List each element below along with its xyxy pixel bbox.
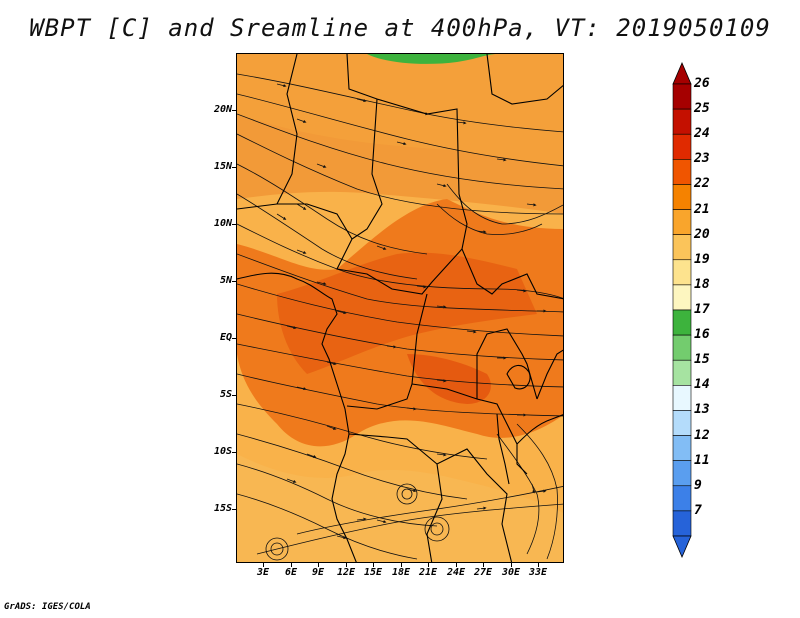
colorbar-label: 21 (694, 201, 710, 217)
colorbar-label: 15 (694, 352, 710, 368)
colorbar-segment (672, 410, 692, 436)
colorbar-label: 12 (694, 427, 710, 443)
colorbar-segment (672, 334, 692, 361)
lon-label-30e: 30E (501, 567, 521, 578)
colorbar-label: 26 (694, 76, 710, 91)
map-panel (236, 53, 564, 563)
colorbar-segment (672, 133, 692, 160)
lon-tick (263, 563, 264, 567)
colorbar-segment (672, 435, 692, 461)
lon-tick (538, 563, 539, 567)
colorbar-label: 19 (694, 251, 710, 267)
colorbar-label: 13 (694, 402, 710, 418)
lat-label-20n: 20N (213, 104, 232, 115)
colorbar-label: 7 (694, 502, 702, 518)
lon-tick (428, 563, 429, 567)
lat-label-15s: 15S (213, 503, 232, 514)
colorbar-segment (672, 485, 692, 512)
colorbar (672, 62, 692, 558)
lon-tick (373, 563, 374, 567)
lon-tick (456, 563, 457, 567)
lat-tick (232, 338, 236, 339)
colorbar-label: 17 (694, 302, 710, 317)
lat-tick (232, 167, 236, 168)
colorbar-segment (672, 234, 692, 261)
colorbar-label: 11 (694, 452, 710, 468)
lat-tick (232, 509, 236, 510)
colorbar-segment (672, 159, 692, 185)
lat-label-5n: 5N (219, 275, 232, 286)
lon-label-18e: 18E (391, 567, 411, 578)
colorbar-label: 9 (694, 477, 702, 493)
colorbar-segment (672, 184, 692, 210)
lon-tick (483, 563, 484, 567)
wbpt-field-green-patch (367, 54, 497, 64)
lon-label-24e: 24E (446, 567, 466, 578)
lat-label-15n: 15N (213, 161, 232, 172)
chart-title: WBPT [C] and Sreamline at 400hPa, VT: 20… (29, 14, 771, 42)
lat-tick (232, 281, 236, 282)
lon-tick (346, 563, 347, 567)
country-borders (237, 54, 563, 562)
colorbar-segment (672, 460, 692, 487)
lat-tick (232, 110, 236, 111)
lon-tick (318, 563, 319, 567)
colorbar-segment (672, 83, 692, 110)
lon-label-27e: 27E (473, 567, 493, 578)
colorbar-segment (672, 385, 692, 411)
colorbar-segment (672, 510, 692, 537)
lat-label-10s: 10S (213, 446, 232, 457)
colorbar-segment (672, 359, 692, 386)
colorbar-label: 23 (694, 151, 710, 167)
lon-label-6e: 6E (284, 567, 298, 578)
lat-tick (232, 452, 236, 453)
colorbar-segment (672, 284, 692, 311)
colorbar-label: 16 (694, 327, 710, 343)
lat-label-5s: 5S (219, 389, 232, 400)
colorbar-segment (672, 309, 692, 336)
footer-credit: GrADS: IGES/COLA (4, 602, 91, 612)
lon-label-9e: 9E (311, 567, 325, 578)
colorbar-label: 22 (694, 176, 710, 192)
colorbar-label: 14 (694, 377, 710, 393)
colorbar-segment (672, 108, 692, 135)
lon-tick (511, 563, 512, 567)
colorbar-segment (672, 259, 692, 286)
colorbar-label: 20 (694, 226, 710, 242)
lon-tick (401, 563, 402, 567)
lat-label-eq: EQ (219, 332, 232, 343)
colorbar-top-triangle (672, 62, 692, 85)
colorbar-bottom-triangle (672, 535, 692, 558)
streamlines (237, 73, 563, 561)
lat-tick (232, 395, 236, 396)
colorbar-label: 18 (694, 276, 710, 292)
lon-label-15e: 15E (363, 567, 383, 578)
lon-label-12e: 12E (336, 567, 356, 578)
colorbar-label: 24 (694, 126, 710, 142)
lon-label-3e: 3E (256, 567, 270, 578)
lat-label-10n: 10N (213, 218, 232, 229)
lat-tick (232, 224, 236, 225)
lon-tick (291, 563, 292, 567)
colorbar-label: 25 (694, 101, 710, 117)
lon-label-33e: 33E (528, 567, 548, 578)
lon-label-21e: 21E (418, 567, 438, 578)
colorbar-segment (672, 209, 692, 235)
